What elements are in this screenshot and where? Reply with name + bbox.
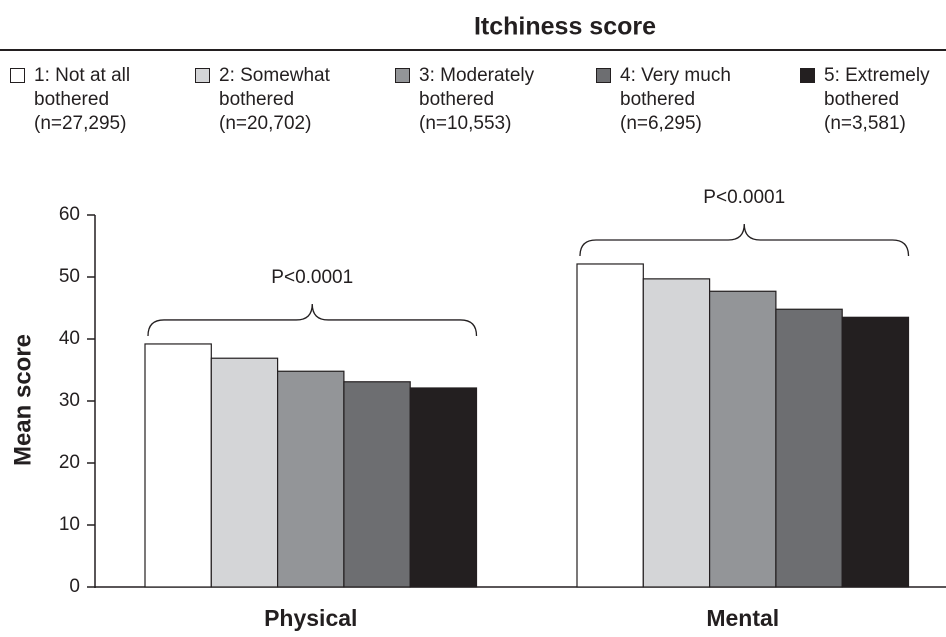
bar [576,263,644,588]
bar [775,308,843,588]
legend-entry: 3: Moderately bothered (n=10,553) [395,64,534,136]
bar [144,343,212,588]
brace [579,223,910,256]
annotation: P<0.0001 [703,187,785,208]
legend-entry: 2: Somewhat bothered (n=20,702) [195,64,330,136]
legend-swatch [10,68,25,83]
legend-entry: 4: Very much bothered (n=6,295) [596,64,731,136]
legend-swatch [395,68,410,83]
legend-swatch [596,68,611,83]
y-tick-label: 50 [59,266,80,287]
x-tick-label: Physical [264,605,357,631]
legend-entry: 1: Not at all bothered (n=27,295) [10,64,130,136]
annotation: P<0.0001 [271,267,353,288]
legend-swatch [195,68,210,83]
y-tick-label: 40 [59,328,80,349]
legend-label: 5: Extremely bothered (n=3,581) [824,65,930,134]
chart-title: Itchiness score [474,13,656,41]
y-tick-label: 20 [59,452,80,473]
legend-entry: 5: Extremely bothered (n=3,581) [800,64,930,136]
legend-swatch [800,68,815,83]
y-axis-label: Mean score [9,334,36,466]
brace [147,303,478,336]
bar [708,290,777,588]
y-tick-label: 10 [59,514,80,535]
legend-label: 2: Somewhat bothered (n=20,702) [219,65,330,134]
x-tick-label: Mental [706,605,779,631]
bar [409,387,478,588]
bar [277,370,345,588]
bar [841,316,910,588]
y-tick-label: 60 [59,204,80,225]
bar [343,381,411,588]
y-tick-label: 0 [69,576,80,597]
bar [642,278,711,588]
bar [210,357,279,588]
legend-label: 4: Very much bothered (n=6,295) [620,65,731,134]
y-tick-label: 30 [59,390,80,411]
legend-label: 1: Not at all bothered (n=27,295) [34,65,131,134]
legend-label: 3: Moderately bothered (n=10,553) [419,65,535,134]
